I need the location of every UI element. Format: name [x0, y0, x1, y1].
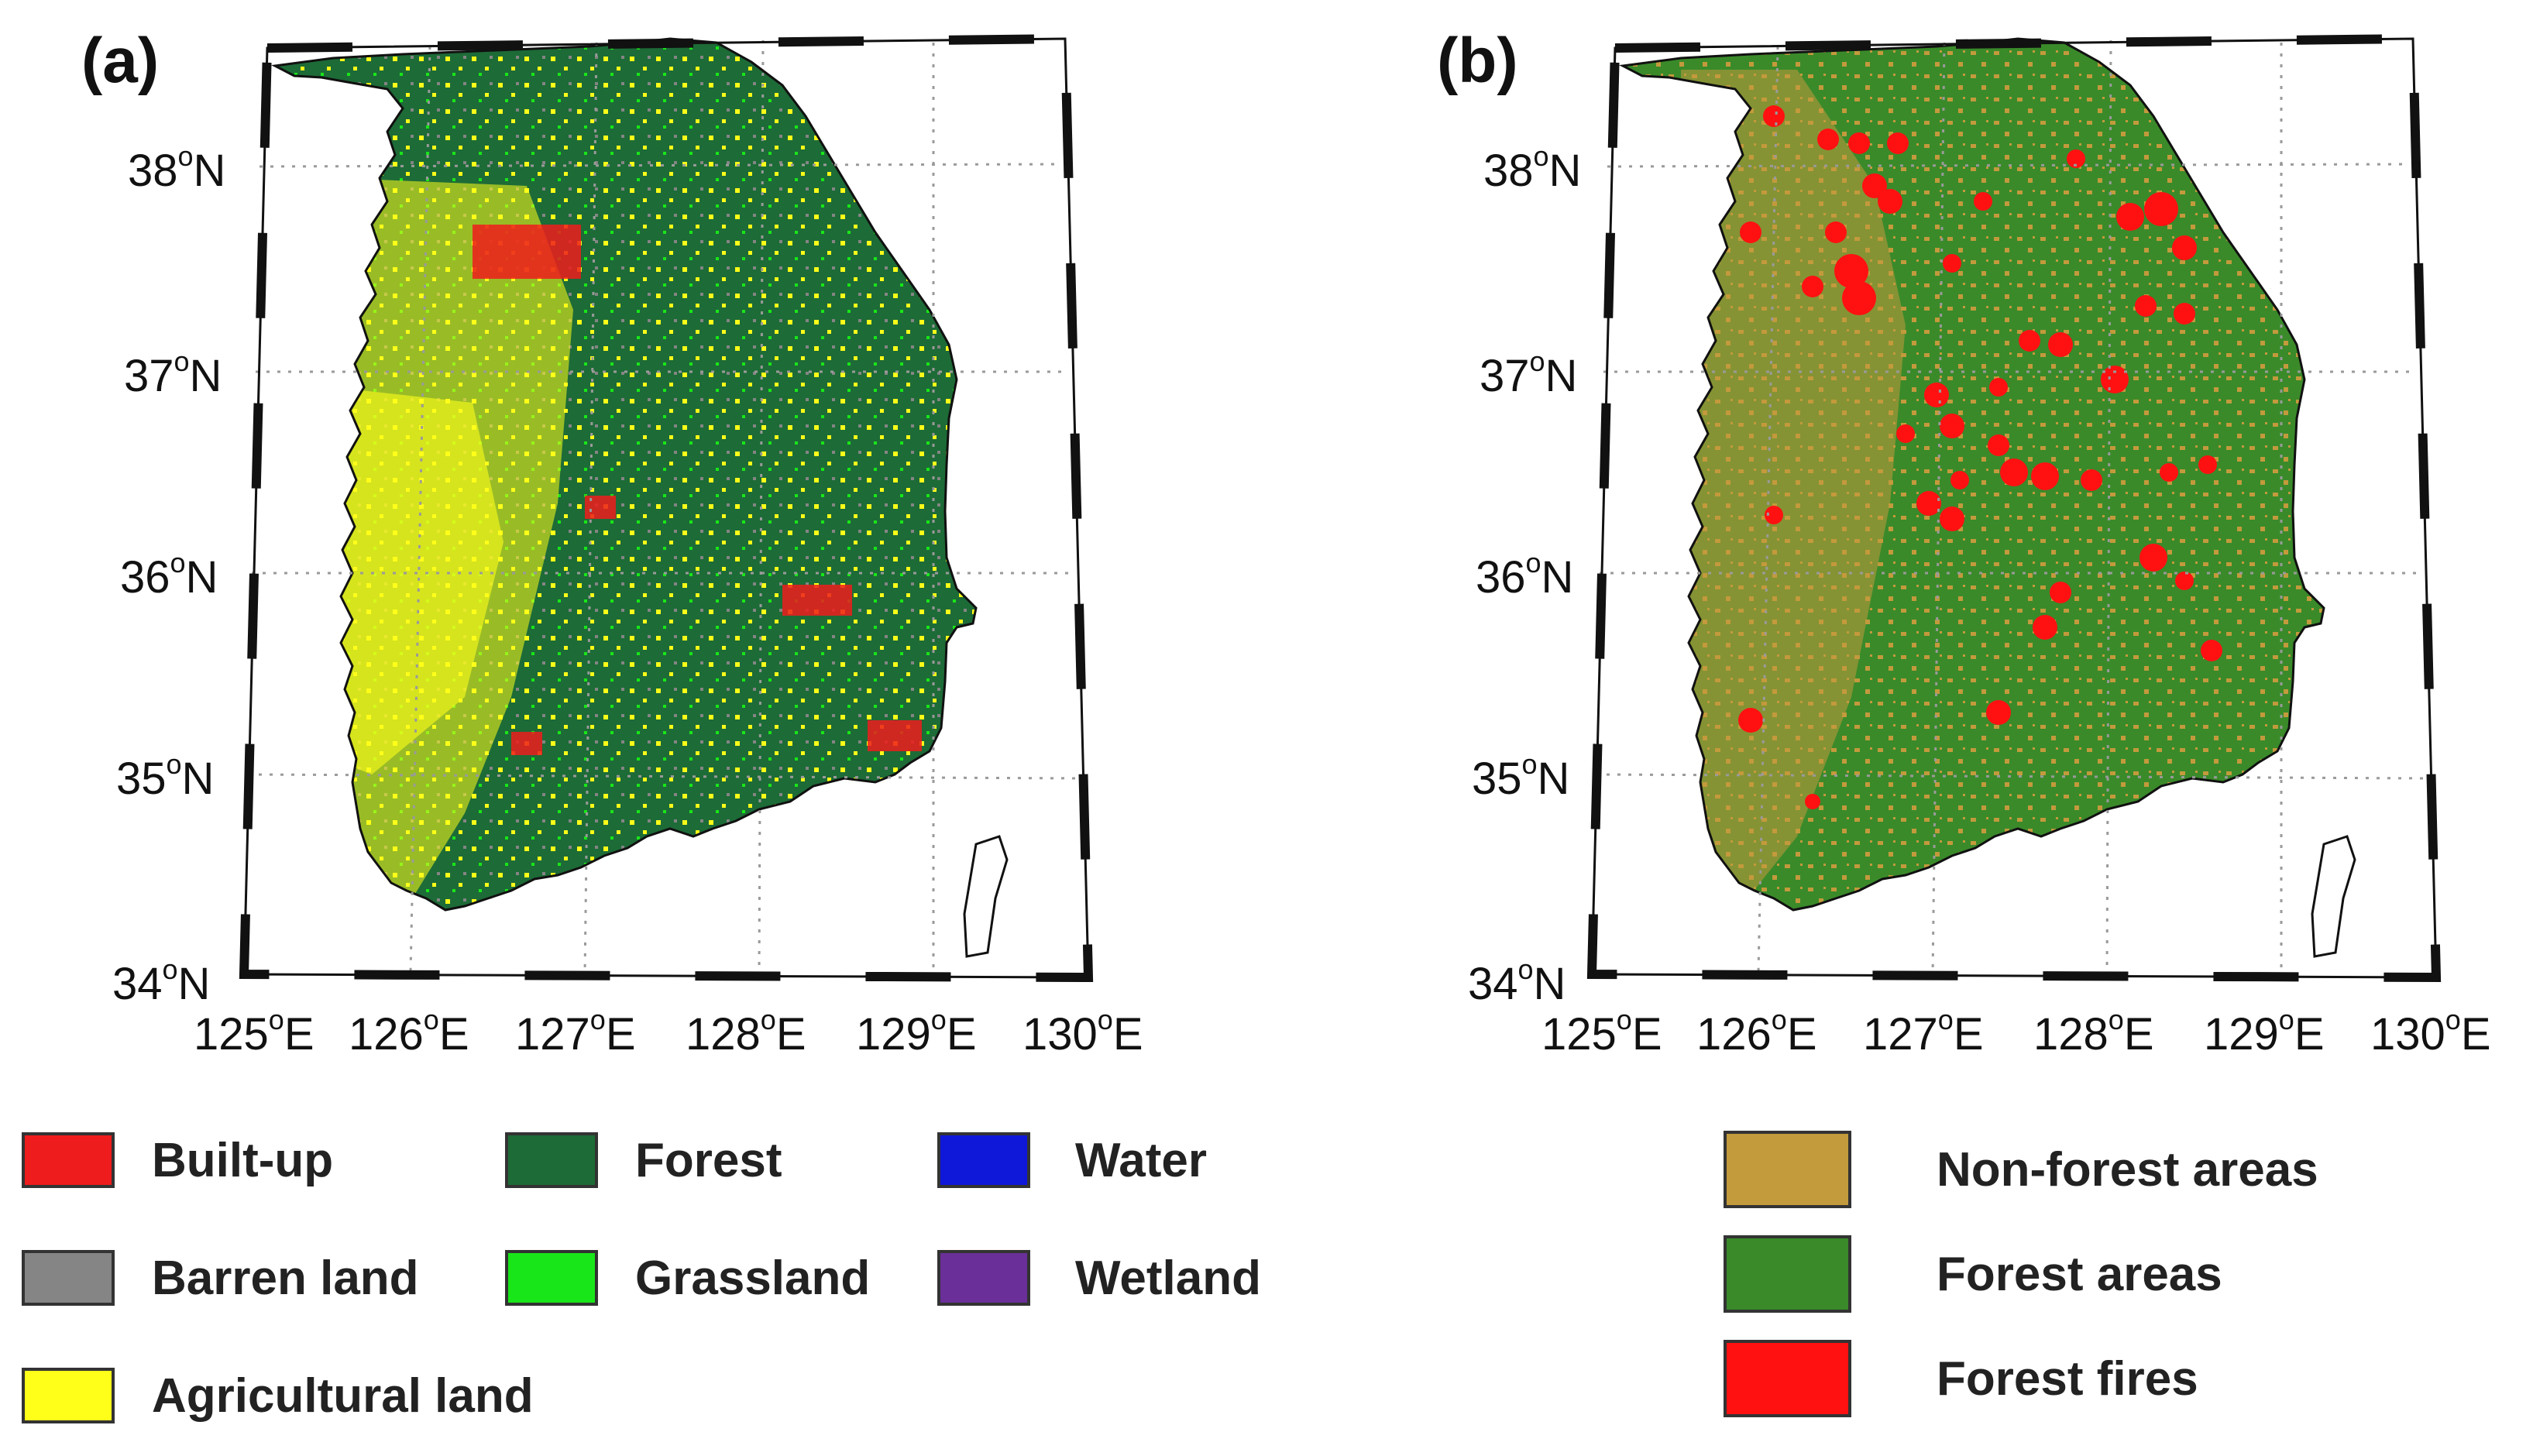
frame-b	[1586, 33, 2442, 983]
legend-label: Wetland	[1075, 1251, 1261, 1305]
lon-label: 126oE	[1696, 1004, 1817, 1059]
legend-item-forest-areas: Forest areas	[1724, 1235, 2222, 1313]
legend-label: Agricultural land	[152, 1368, 534, 1423]
legend-label: Non-forest areas	[1937, 1142, 2318, 1197]
lon-label: 129oE	[856, 1004, 977, 1059]
lon-label: 129oE	[2204, 1004, 2325, 1059]
panel-b-label: (b)	[1437, 26, 1518, 96]
lat-label: 35oN	[116, 748, 214, 804]
lon-label: 128oE	[2033, 1004, 2154, 1059]
lat-labels-a: 38oN 37oN 36oN 35oN 34oN	[112, 140, 225, 1009]
legend-swatch	[937, 1132, 1030, 1188]
lon-label: 126oE	[349, 1004, 469, 1059]
lon-label: 125oE	[1541, 1004, 1662, 1059]
frame-a	[239, 33, 1094, 983]
lat-label: 38oN	[128, 140, 225, 196]
map-b	[1621, 37, 2325, 912]
lat-label: 36oN	[1476, 547, 1573, 603]
lon-label: 127oE	[515, 1004, 636, 1059]
lat-label: 37oN	[1480, 345, 1577, 401]
legend-item-barren-land: Barren land	[22, 1250, 419, 1306]
legend-swatch	[1724, 1340, 1851, 1417]
legend-swatch	[22, 1250, 115, 1306]
lat-label: 35oN	[1472, 748, 1569, 804]
legend-item-agricultural-land: Agricultural land	[22, 1368, 534, 1423]
legend-swatch	[1724, 1131, 1851, 1208]
legend-item-wetland: Wetland	[937, 1250, 1261, 1306]
lon-label: 130oE	[2370, 1004, 2491, 1059]
lon-label: 125oE	[194, 1004, 314, 1059]
legend-swatch	[505, 1250, 598, 1306]
legend-item-grassland: Grassland	[505, 1250, 870, 1306]
legend-label: Forest areas	[1937, 1247, 2222, 1301]
legend-swatch	[1724, 1235, 1851, 1313]
lat-labels-b: 38oN 37oN 36oN 35oN 34oN	[1468, 140, 1581, 1009]
lon-labels-a: 125oE 126oE 127oE 128oE 129oE 130oE	[194, 1004, 1143, 1059]
legend-label: Barren land	[152, 1251, 419, 1305]
legend-label: Grassland	[635, 1251, 871, 1305]
lon-label: 127oE	[1863, 1004, 1984, 1059]
legend-label: Water	[1075, 1133, 1207, 1187]
legend-swatch	[22, 1368, 115, 1423]
legend-item-forest: Forest	[505, 1132, 782, 1188]
legend-swatch	[505, 1132, 598, 1188]
legend-swatch	[937, 1250, 1030, 1306]
lat-label: 36oN	[120, 547, 218, 603]
lon-label: 130oE	[1022, 1004, 1143, 1059]
legend-swatch	[22, 1132, 115, 1188]
panel-a-label: (a)	[81, 26, 160, 96]
legend-item-water: Water	[937, 1132, 1207, 1188]
map-a	[273, 37, 978, 912]
legend-label: Forest fires	[1937, 1351, 2198, 1406]
legend-label: Forest	[635, 1133, 782, 1187]
lat-label: 37oN	[124, 345, 222, 401]
legend-label: Built-up	[152, 1133, 334, 1187]
grid-lines	[247, 39, 2429, 978]
legend-item-forest-fires: Forest fires	[1724, 1340, 2198, 1417]
legend-item-built-up: Built-up	[22, 1132, 333, 1188]
lat-label: 34oN	[1468, 953, 1566, 1009]
lat-label: 38oN	[1483, 140, 1581, 196]
lat-label: 34oN	[112, 953, 210, 1009]
lon-labels-b: 125oE 126oE 127oE 128oE 129oE 130oE	[1541, 1004, 2491, 1059]
lon-label: 128oE	[686, 1004, 806, 1059]
legend-item-non-forest: Non-forest areas	[1724, 1131, 2318, 1208]
